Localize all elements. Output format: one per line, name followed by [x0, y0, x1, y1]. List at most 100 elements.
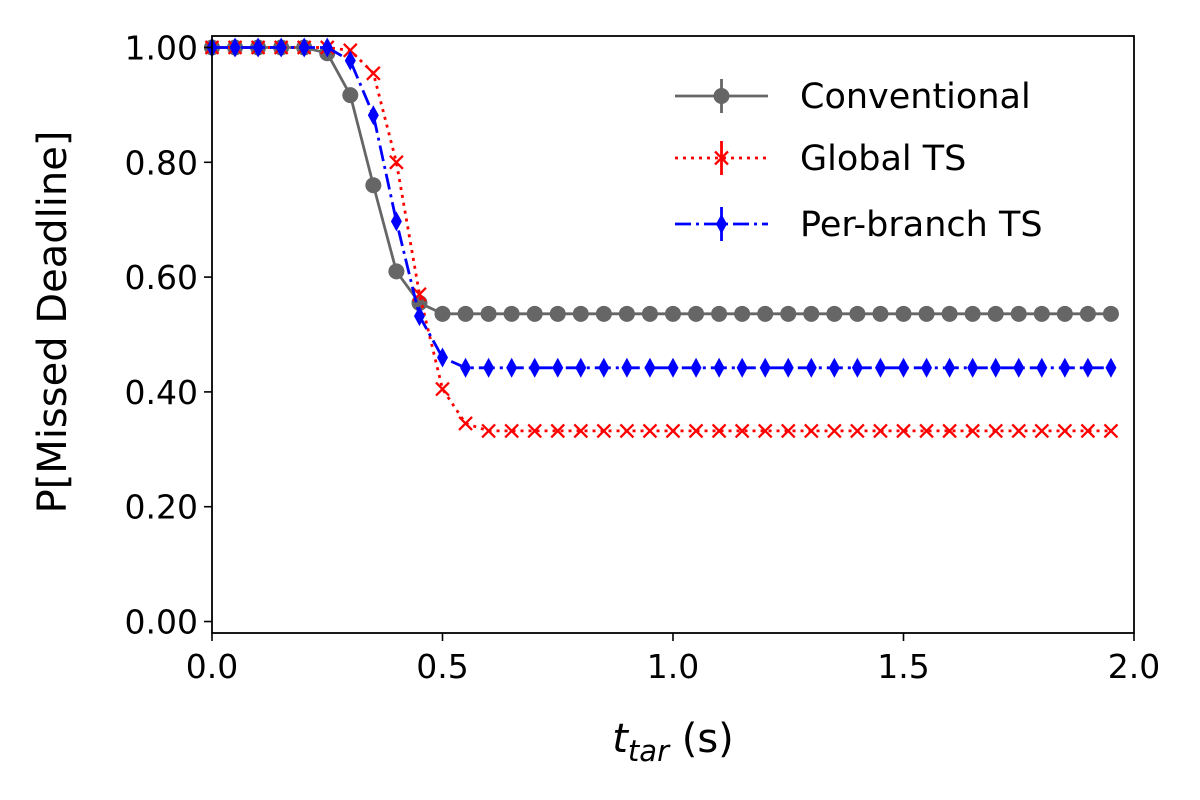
data-point-per-branch-ts	[390, 211, 402, 232]
data-point-conventional	[1056, 305, 1073, 322]
data-point-global-ts	[757, 423, 773, 439]
x-axis-label-unit: (s)	[669, 716, 734, 762]
y-tick-label: 0.80	[125, 143, 198, 182]
data-point-conventional	[964, 305, 981, 322]
data-point-global-ts	[342, 43, 358, 58]
data-point-per-branch-ts	[944, 357, 956, 378]
legend-marker	[713, 88, 730, 104]
data-point-conventional	[734, 305, 751, 322]
data-point-conventional	[826, 305, 843, 322]
data-point-global-ts	[504, 423, 519, 439]
legend: Conventional Global TS Per-branch TS	[675, 77, 1043, 245]
data-point-conventional	[895, 305, 912, 322]
data-point-global-ts	[1034, 423, 1050, 439]
y-axis-label: P[Missed Deadline]	[30, 131, 76, 514]
data-point-per-branch-ts	[1082, 357, 1094, 378]
legend-marker	[716, 214, 727, 234]
data-point-conventional	[1033, 305, 1050, 322]
data-point-conventional	[457, 305, 474, 322]
data-point-global-ts	[619, 423, 635, 439]
data-point-per-branch-ts	[552, 357, 564, 378]
x-tick-label: 0.0	[186, 647, 238, 686]
data-point-per-branch-ts	[460, 357, 472, 378]
x-tick-label: 1.5	[877, 647, 929, 686]
data-point-conventional	[526, 305, 543, 322]
data-point-per-branch-ts	[321, 37, 333, 58]
data-point-per-branch-ts	[874, 357, 886, 378]
plot-frame	[211, 35, 1135, 634]
data-point-conventional	[549, 305, 566, 322]
data-point-conventional	[941, 305, 958, 322]
data-point-per-branch-ts	[921, 357, 933, 378]
data-point-global-ts	[435, 381, 450, 397]
data-point-conventional	[503, 305, 520, 322]
data-point-global-ts	[965, 423, 980, 439]
data-point-per-branch-ts	[344, 50, 356, 71]
x-tick-label: 0.5	[416, 647, 468, 686]
legend-marker	[714, 150, 729, 166]
data-point-per-branch-ts	[690, 357, 702, 378]
series-line-conventional	[212, 46, 1111, 316]
series-line-global-ts	[212, 46, 1111, 433]
series-line-per-branch-ts	[212, 46, 1111, 370]
data-point-conventional	[918, 305, 935, 322]
plot-data-layer	[204, 37, 1119, 439]
data-point-conventional	[849, 305, 866, 322]
legend-label: Per-branch TS	[800, 205, 1043, 245]
data-point-global-ts	[1080, 423, 1096, 439]
data-point-conventional	[480, 305, 497, 322]
data-point-conventional	[757, 305, 774, 322]
data-point-per-branch-ts	[575, 357, 587, 378]
data-point-conventional	[711, 305, 728, 322]
data-point-conventional	[618, 305, 635, 322]
data-point-global-ts	[827, 423, 842, 439]
data-point-per-branch-ts	[967, 357, 979, 378]
y-tick-label: 0.40	[125, 373, 198, 412]
data-point-per-branch-ts	[805, 357, 817, 378]
data-point-global-ts	[550, 423, 566, 439]
data-point-global-ts	[688, 423, 704, 439]
data-point-conventional	[872, 305, 889, 322]
data-point-global-ts	[988, 423, 1004, 439]
x-axis-ticks: 0.0 0.5 1.0 1.5 2.0	[186, 633, 1160, 686]
data-point-conventional	[780, 305, 797, 322]
series-per-branch-ts	[206, 37, 1117, 378]
data-point-conventional	[665, 305, 681, 322]
data-point-per-branch-ts	[898, 357, 909, 378]
x-axis-label: ttar (s)	[612, 716, 734, 768]
data-point-conventional	[803, 305, 820, 322]
x-axis-label-subscript: tar	[628, 734, 671, 768]
data-point-per-branch-ts	[298, 37, 310, 58]
data-point-per-branch-ts	[759, 357, 771, 378]
data-point-per-branch-ts	[1105, 357, 1117, 378]
y-tick-label: 0.00	[125, 603, 198, 642]
data-point-global-ts	[734, 423, 750, 439]
series-global-ts	[204, 40, 1119, 439]
data-point-global-ts	[665, 423, 681, 439]
data-point-global-ts	[481, 423, 496, 439]
legend-item-conventional: Conventional	[675, 77, 1031, 117]
data-point-per-branch-ts	[1036, 357, 1048, 378]
data-point-global-ts	[1103, 423, 1119, 439]
data-point-per-branch-ts	[713, 357, 725, 378]
data-point-global-ts	[873, 423, 888, 439]
data-point-conventional	[1010, 305, 1027, 322]
data-point-global-ts	[527, 423, 543, 439]
data-point-per-branch-ts	[1059, 357, 1071, 378]
data-point-per-branch-ts	[736, 357, 748, 378]
data-point-global-ts	[642, 423, 658, 439]
data-point-global-ts	[1057, 423, 1073, 439]
data-point-per-branch-ts	[828, 357, 840, 378]
x-axis-label-main: t	[612, 716, 629, 762]
legend-item-global-ts: Global TS	[675, 139, 966, 179]
data-point-global-ts	[1011, 423, 1027, 439]
data-point-per-branch-ts	[367, 105, 379, 126]
data-point-per-branch-ts	[506, 357, 518, 378]
data-point-global-ts	[919, 423, 934, 439]
data-point-global-ts	[596, 423, 612, 439]
y-tick-label: 0.20	[125, 488, 198, 527]
x-tick-label: 1.0	[647, 647, 699, 686]
data-point-conventional	[987, 305, 1004, 322]
data-point-per-branch-ts	[644, 357, 656, 378]
data-point-global-ts	[780, 423, 796, 439]
